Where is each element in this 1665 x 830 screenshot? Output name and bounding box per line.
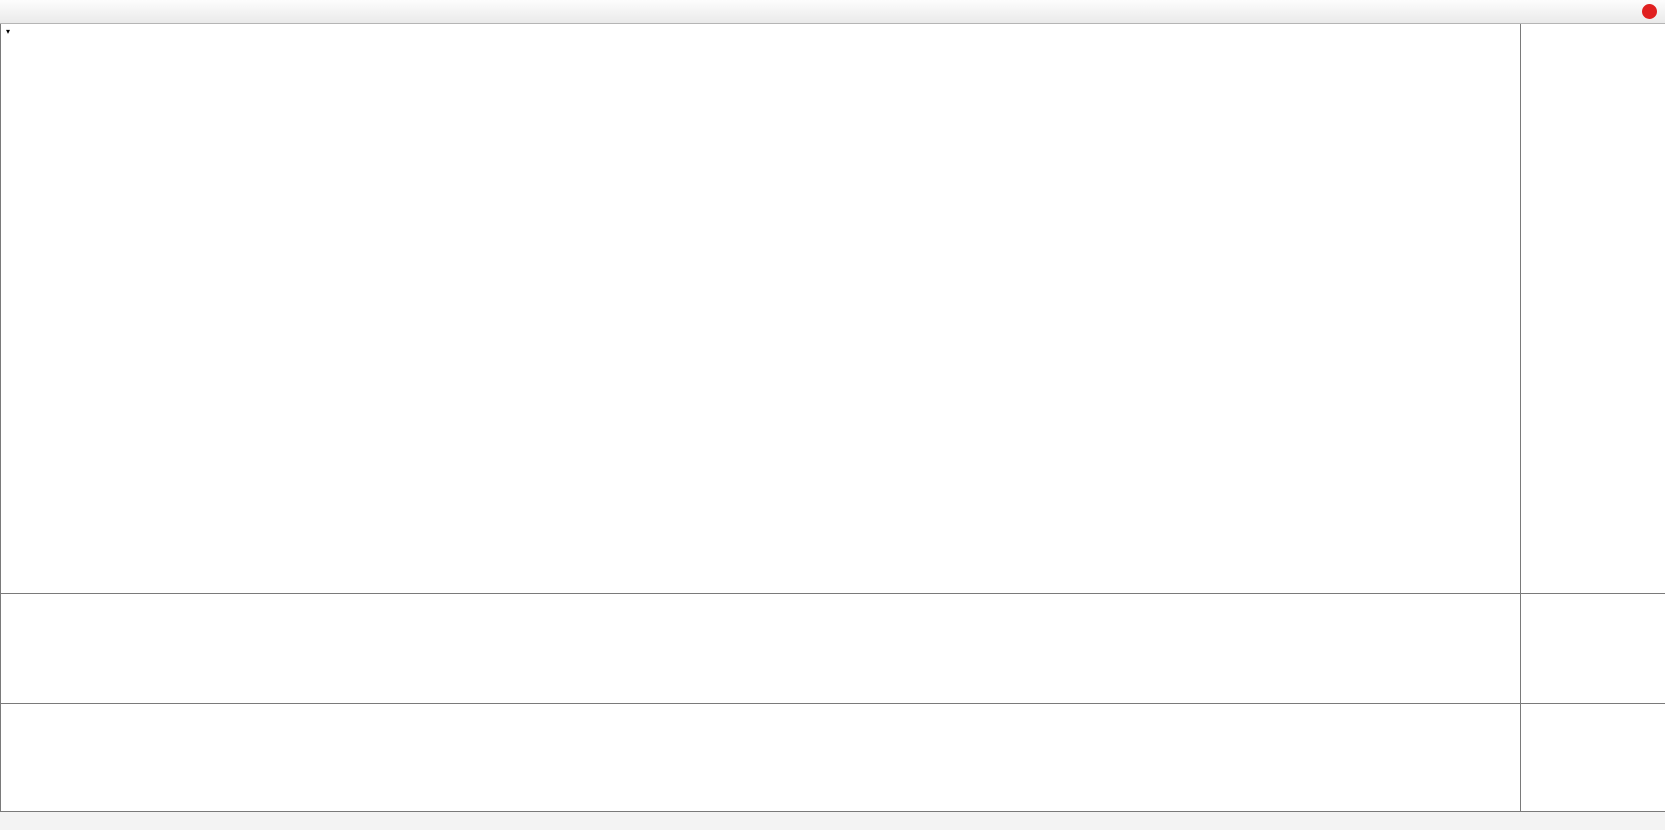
one-click-trading-toggle-icon[interactable]: ▾ [6, 27, 11, 36]
rsi-panel[interactable] [0, 704, 1520, 812]
toolbar [0, 0, 1665, 24]
macd-panel[interactable] [0, 594, 1520, 704]
price-chart-canvas[interactable] [1, 24, 1520, 593]
price-axis[interactable] [1520, 24, 1665, 594]
rsi-axis [1520, 704, 1665, 812]
chart-window: ▾ [0, 24, 1665, 830]
chart-title: ▾ [6, 27, 28, 36]
toolbar-right [1642, 4, 1660, 19]
macd-canvas [1, 594, 1520, 703]
price-chart-area[interactable]: ▾ [0, 24, 1520, 594]
macd-axis [1520, 594, 1665, 704]
rsi-canvas [1, 704, 1520, 811]
notification-badge[interactable] [1642, 4, 1657, 19]
time-axis[interactable] [0, 812, 1665, 830]
